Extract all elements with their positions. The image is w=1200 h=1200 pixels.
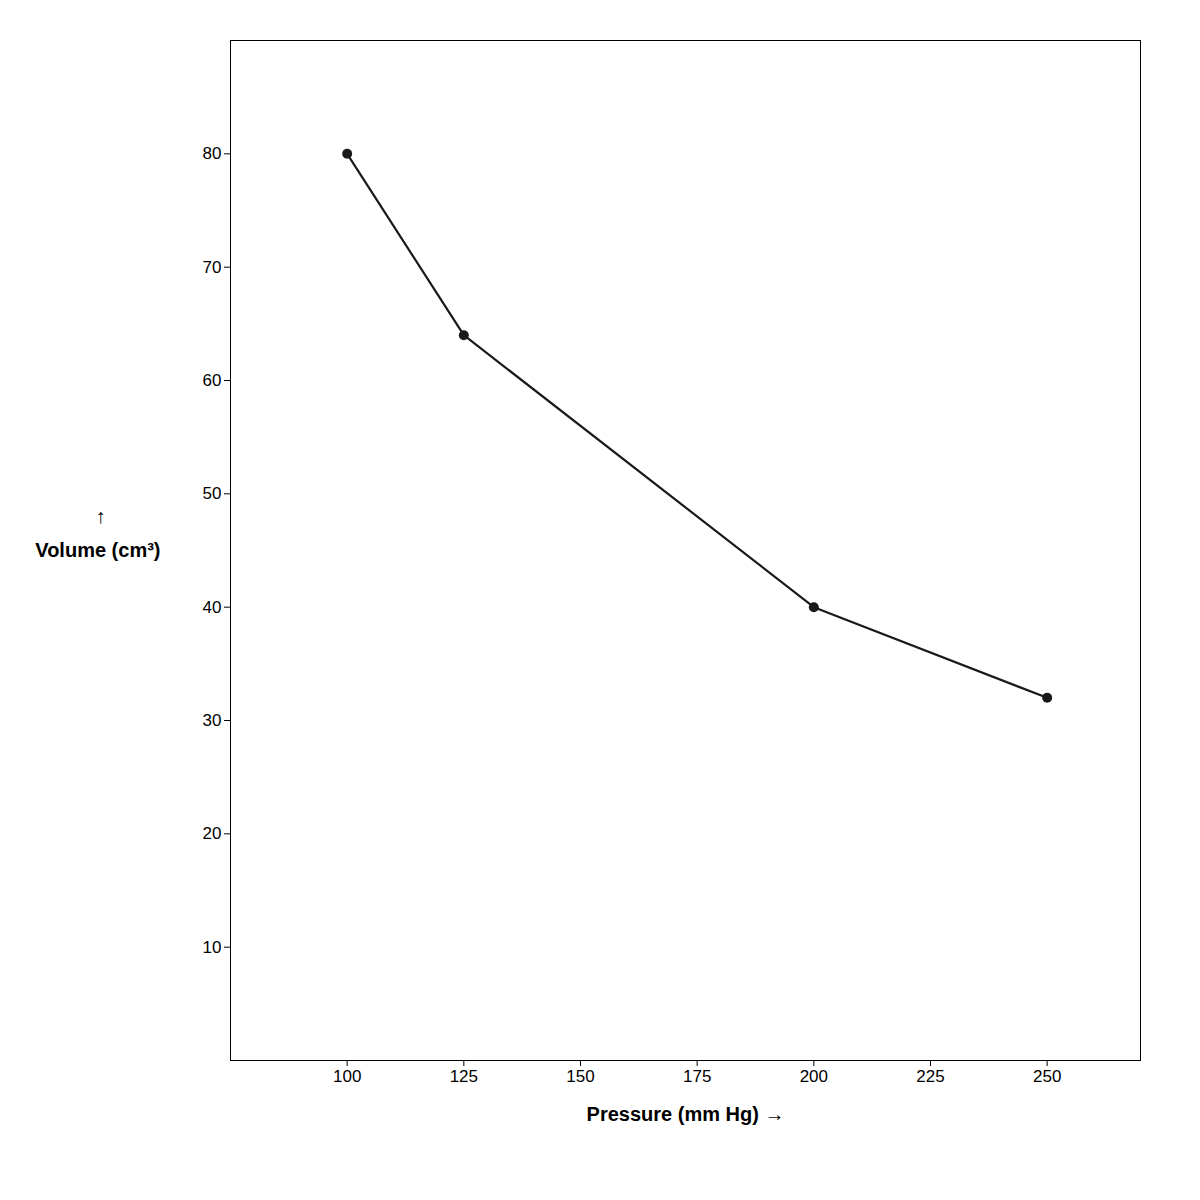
svg-text:100: 100 bbox=[333, 1067, 361, 1086]
svg-text:40: 40 bbox=[203, 598, 222, 617]
svg-text:↑: ↑ bbox=[96, 505, 106, 527]
svg-text:125: 125 bbox=[450, 1067, 478, 1086]
svg-text:Volume (cm³): Volume (cm³) bbox=[35, 539, 160, 561]
svg-text:200: 200 bbox=[800, 1067, 828, 1086]
svg-text:250: 250 bbox=[1033, 1067, 1061, 1086]
svg-text:175: 175 bbox=[683, 1067, 711, 1086]
svg-text:Pressure (mm Hg) →: Pressure (mm Hg) → bbox=[587, 1103, 785, 1125]
svg-text:30: 30 bbox=[203, 711, 222, 730]
svg-text:20: 20 bbox=[203, 824, 222, 843]
svg-text:60: 60 bbox=[203, 371, 222, 390]
svg-text:150: 150 bbox=[566, 1067, 594, 1086]
svg-text:70: 70 bbox=[203, 258, 222, 277]
svg-text:225: 225 bbox=[916, 1067, 944, 1086]
svg-text:10: 10 bbox=[203, 938, 222, 957]
svg-text:50: 50 bbox=[203, 484, 222, 503]
svg-text:80: 80 bbox=[203, 144, 222, 163]
